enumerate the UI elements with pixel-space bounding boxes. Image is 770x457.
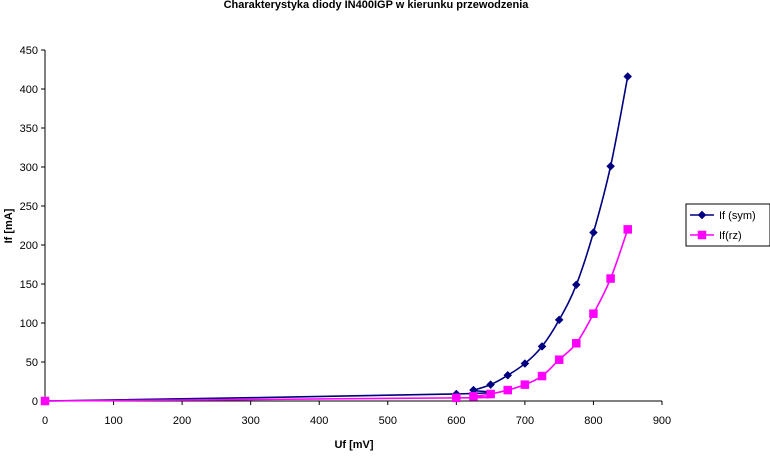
y-tick-label: 300	[20, 162, 38, 174]
y-tick-label: 400	[20, 84, 38, 96]
data-point	[606, 274, 615, 283]
data-point	[469, 392, 478, 401]
data-point	[503, 370, 513, 380]
data-point	[486, 380, 495, 389]
x-tick-label: 100	[104, 415, 122, 427]
legend-label-2: If(rz)	[719, 230, 742, 242]
chart-title: Charakterystyka diody IN400IGP w kierunk…	[224, 0, 530, 11]
legend: If (sym) If(rz)	[685, 203, 770, 247]
legend-marker-1	[697, 210, 707, 220]
data-point	[554, 315, 564, 325]
x-tick-label: 400	[310, 415, 328, 427]
data-point	[486, 389, 495, 399]
x-tick-label: 300	[241, 415, 259, 427]
y-tick-label: 350	[20, 123, 38, 135]
series-line-1	[44, 76, 629, 402]
data-point	[572, 339, 581, 348]
data-point	[554, 355, 564, 364]
data-point	[452, 393, 461, 403]
x-tick-label: 600	[447, 415, 465, 427]
data-point	[520, 380, 530, 389]
legend-label-1: If (sym)	[719, 210, 756, 222]
data-point	[589, 309, 598, 318]
y-tick-label: 0	[32, 396, 38, 408]
y-tick-label: 100	[20, 318, 38, 330]
data-point	[520, 359, 530, 368]
axes: 0 50 100 150 200 250 300 350 400 450 0 100 200 300 400…	[20, 45, 672, 427]
series-2	[40, 225, 632, 406]
y-tick-label: 200	[20, 240, 38, 252]
series-1	[40, 72, 633, 406]
data-point	[40, 396, 50, 406]
data-point	[606, 161, 615, 171]
data-point	[589, 228, 598, 237]
legend-marker-2	[697, 230, 707, 240]
x-tick-label: 0	[42, 415, 48, 427]
y-tick-label: 50	[26, 357, 38, 369]
data-point	[623, 225, 632, 234]
y-tick-label: 450	[20, 45, 38, 57]
data-point	[537, 342, 547, 351]
data-point	[623, 72, 633, 81]
data-point	[537, 371, 547, 381]
x-tick-label: 500	[379, 415, 397, 427]
data-point	[571, 280, 581, 290]
y-axis-label: If [mA]	[3, 208, 15, 243]
x-tick-label: 700	[516, 415, 534, 427]
x-tick-label: 200	[173, 415, 191, 427]
x-tick-label: 900	[653, 415, 671, 427]
y-tick-label: 250	[20, 201, 38, 213]
x-axis-label: Uf [mV]	[334, 439, 373, 451]
series-group	[40, 72, 633, 406]
y-tick-label: 150	[20, 279, 38, 291]
data-point	[503, 385, 512, 395]
x-tick-label: 800	[584, 415, 602, 427]
